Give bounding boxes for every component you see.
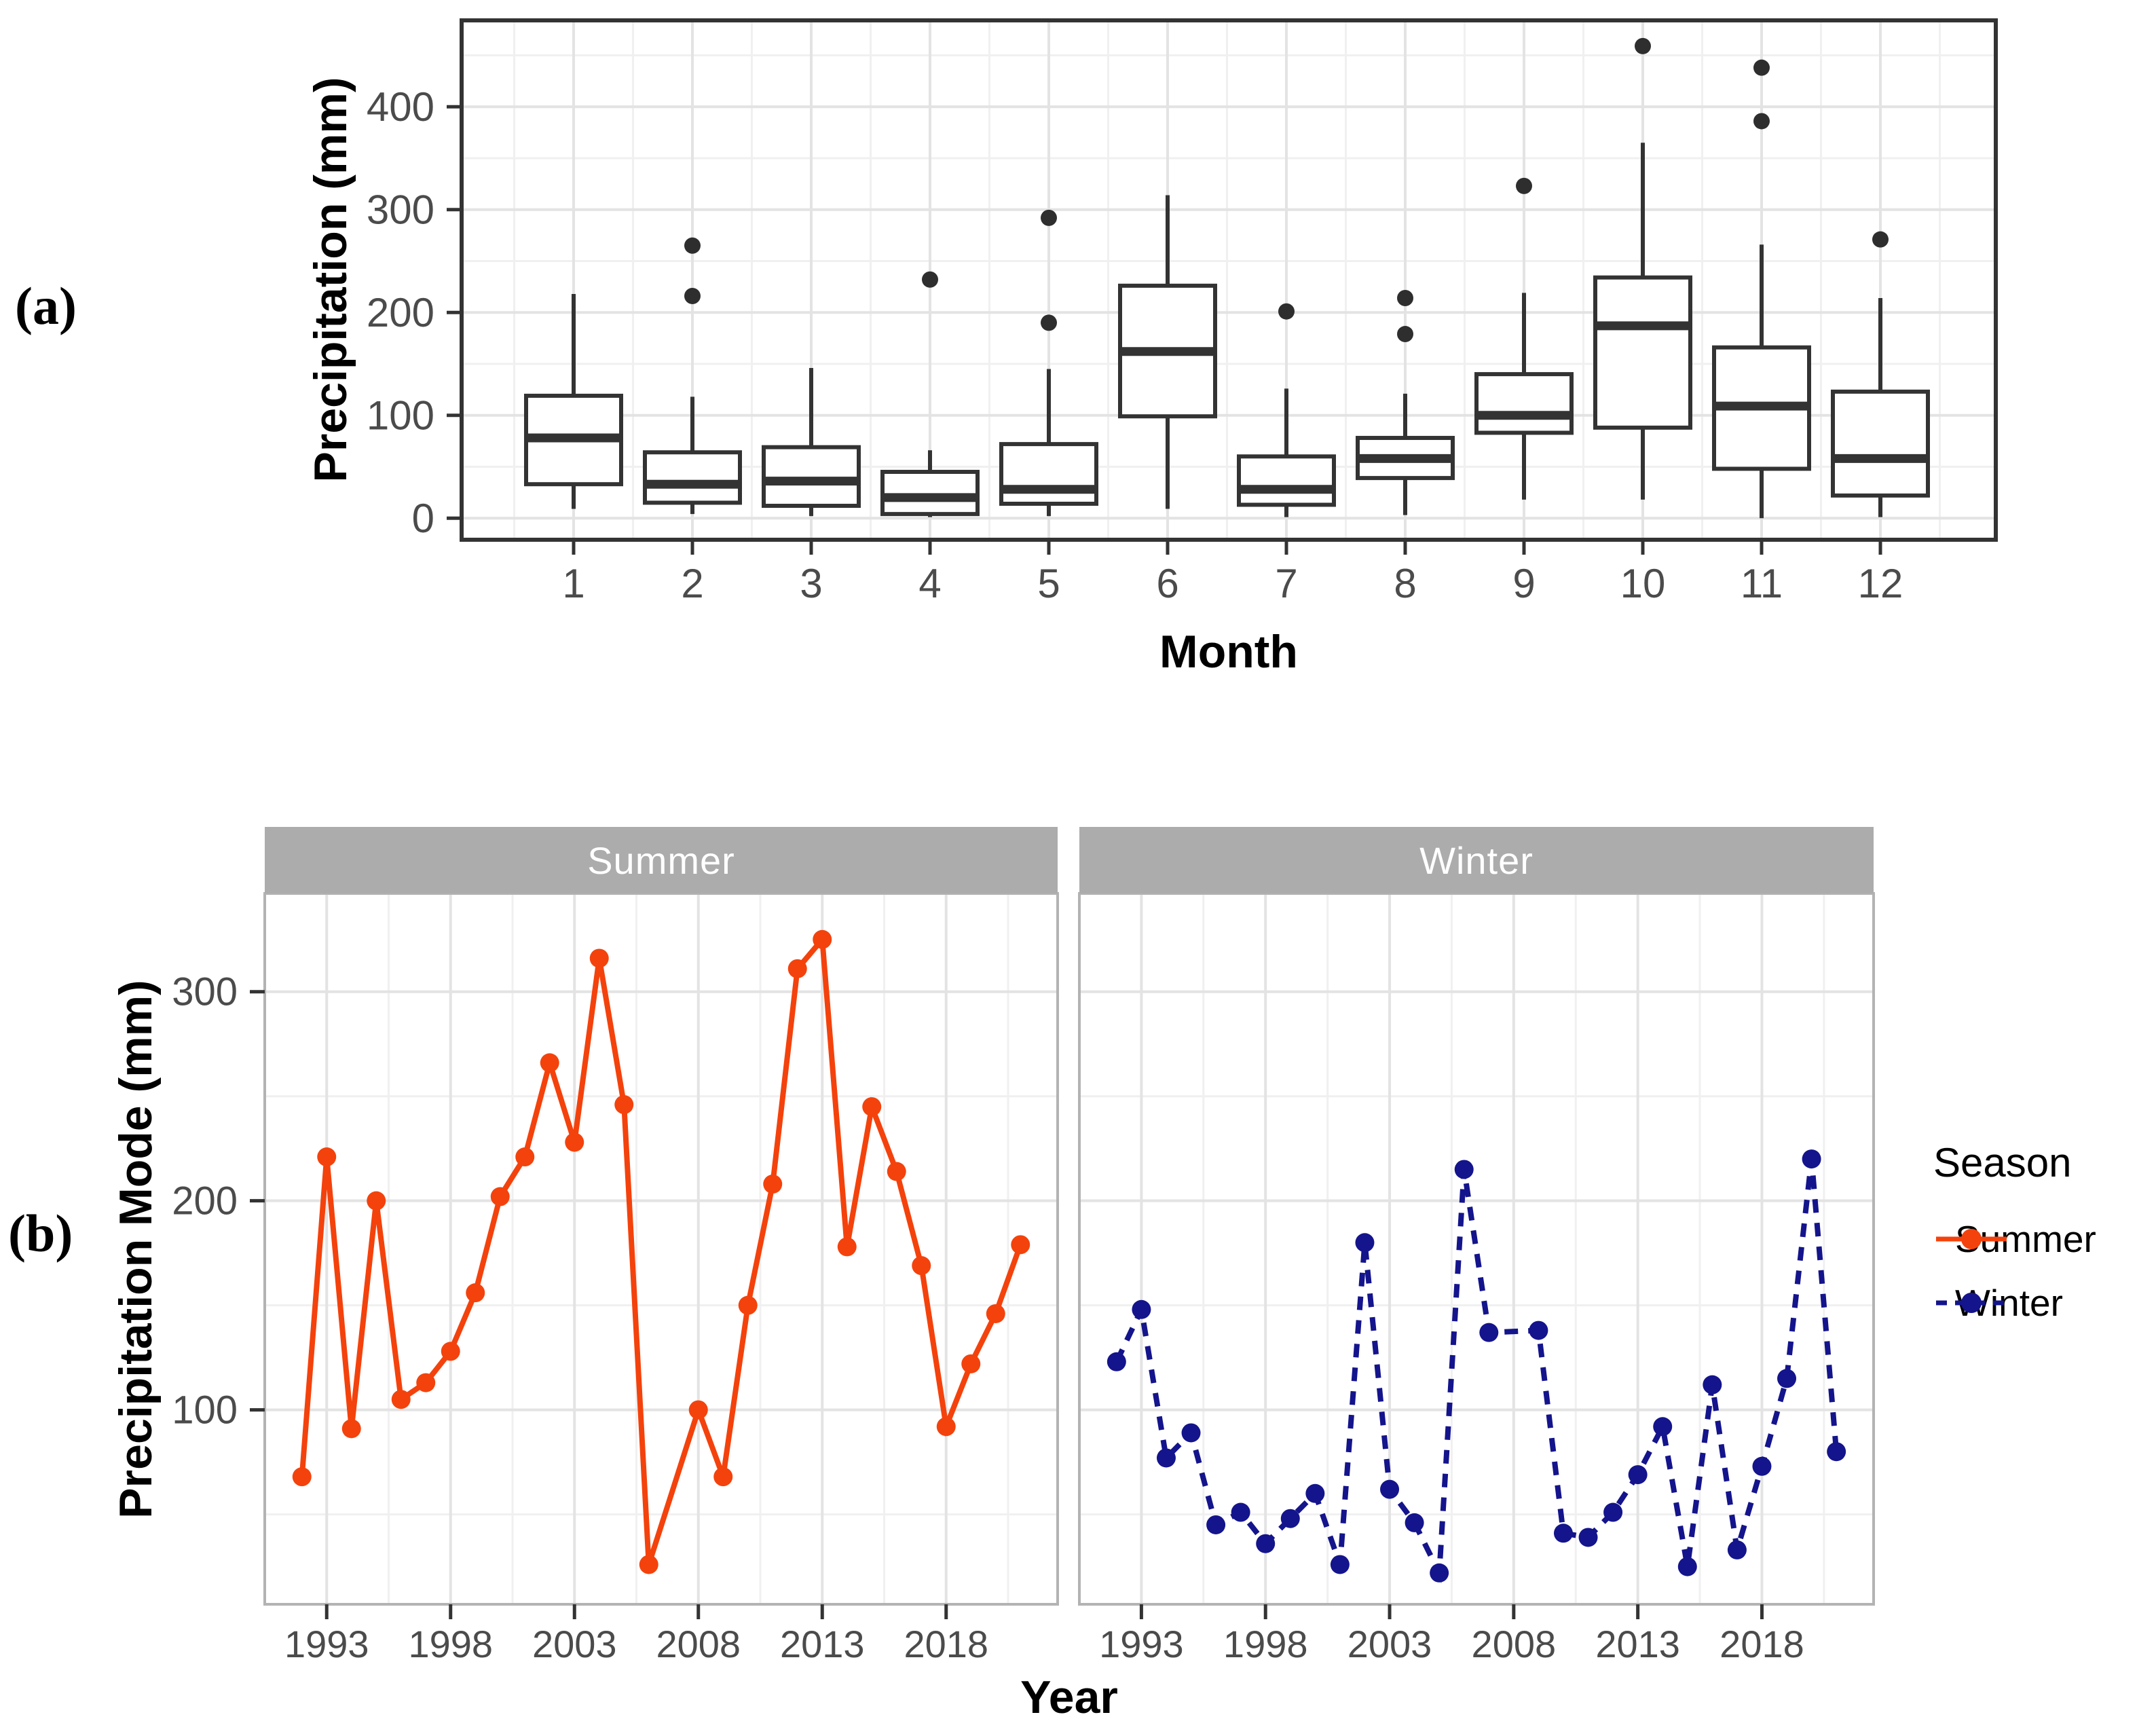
boxplot-month-2: [643, 237, 742, 515]
svg-text:1998: 1998: [1223, 1623, 1308, 1665]
boxplots: [524, 37, 1930, 519]
svg-text:2003: 2003: [532, 1623, 617, 1665]
boxplot-month-12: [1831, 231, 1930, 517]
outlier-point: [1753, 59, 1770, 76]
svg-text:9: 9: [1512, 561, 1535, 606]
outlier-point: [684, 237, 701, 254]
svg-text:10: 10: [1620, 561, 1666, 606]
panel-a-border: [460, 18, 1998, 542]
svg-text:2018: 2018: [1720, 1623, 1804, 1665]
svg-text:200: 200: [172, 1179, 238, 1223]
outlier-point: [1397, 290, 1413, 307]
panel-b-y-axis: 100 200 300: [172, 970, 265, 1433]
boxplot-month-9: [1474, 177, 1574, 500]
svg-text:3: 3: [800, 561, 822, 606]
svg-text:2013: 2013: [1595, 1623, 1680, 1665]
outlier-point: [1516, 177, 1532, 194]
facet-strip-winter: Winter: [1079, 827, 1874, 893]
summer-line-key-icon: [1936, 1229, 2007, 1249]
legend: Season Summer Winter: [1933, 1139, 2096, 1325]
legend-item-winter: Winter: [1933, 1281, 2096, 1325]
svg-text:2008: 2008: [656, 1623, 741, 1665]
outlier-point: [1041, 314, 1057, 331]
facet-strip-winter-label: Winter: [1419, 838, 1534, 882]
outlier-point: [1635, 37, 1651, 54]
legend-title: Season: [1933, 1140, 2072, 1185]
boxplot-month-10: [1593, 37, 1692, 500]
facet-panel-winter: 1993 1998 2003 2008 2013 2018: [1078, 892, 1875, 1665]
outlier-point: [1041, 209, 1057, 226]
line-chart: 1993 1998 2003 2008 2013 2018 1993 1998 2003 2008…: [172, 892, 1875, 1665]
outlier-point: [1397, 326, 1413, 343]
panel-a-x-axis-title: Month: [1159, 626, 1298, 678]
svg-text:2008: 2008: [1472, 1623, 1557, 1665]
svg-text:12: 12: [1858, 561, 1903, 606]
panel-a-label: (a): [15, 276, 77, 335]
svg-text:1: 1: [562, 561, 584, 606]
facet-panel-summer: 1993 1998 2003 2008 2013 2018: [263, 892, 1059, 1665]
svg-text:5: 5: [1037, 561, 1060, 606]
facet-strip-summer-label: Summer: [587, 838, 735, 882]
svg-text:8: 8: [1394, 561, 1416, 606]
facet-border-summer: [263, 892, 1059, 1606]
svg-text:6: 6: [1156, 561, 1178, 606]
svg-text:300: 300: [367, 187, 434, 233]
svg-text:100: 100: [172, 1388, 238, 1433]
winter-line: [1114, 1158, 1840, 1584]
summer-line: [299, 932, 1024, 1566]
summer-points: [292, 929, 1030, 1574]
boxplot-month-8: [1356, 290, 1455, 515]
panel-b-label: (b): [8, 1204, 73, 1263]
svg-text:200: 200: [367, 290, 434, 335]
svg-text:1993: 1993: [1099, 1623, 1184, 1665]
svg-text:2018: 2018: [904, 1623, 988, 1665]
panel-b-x-axis-title: Year: [1020, 1672, 1118, 1723]
boxplot-month-6: [1118, 195, 1217, 509]
svg-text:400: 400: [367, 84, 434, 130]
boxplot-month-11: [1712, 59, 1811, 519]
facet-border-winter: [1078, 892, 1875, 1606]
panel-b-y-axis-title: Precipitation Mode (mm): [110, 980, 162, 1519]
boxplot-month-1: [524, 293, 623, 509]
svg-text:7: 7: [1275, 561, 1297, 606]
svg-text:0: 0: [412, 496, 434, 541]
svg-text:1993: 1993: [284, 1623, 369, 1665]
svg-text:2: 2: [681, 561, 703, 606]
boxplot-month-3: [762, 368, 861, 517]
panel-a-y-axis-title: Precipitation (mm): [305, 77, 356, 483]
svg-text:300: 300: [172, 970, 238, 1014]
svg-text:100: 100: [367, 393, 434, 439]
svg-text:11: 11: [1741, 561, 1783, 606]
svg-text:1998: 1998: [408, 1623, 493, 1665]
winter-dashed-line-key-icon: [1936, 1293, 2007, 1313]
outlier-point: [1872, 231, 1889, 248]
boxplot-month-7: [1237, 303, 1336, 517]
outlier-point: [684, 287, 701, 304]
svg-text:2003: 2003: [1348, 1623, 1432, 1665]
facet-strip-summer: Summer: [265, 827, 1058, 893]
winter-points: [1107, 1149, 1846, 1583]
svg-text:2013: 2013: [780, 1623, 865, 1665]
outlier-point: [1278, 303, 1295, 320]
outlier-point: [922, 271, 938, 288]
svg-text:4: 4: [918, 561, 941, 606]
boxplot-month-4: [880, 271, 980, 517]
legend-item-summer: Summer: [1933, 1217, 2096, 1261]
boxplot-month-5: [999, 209, 1098, 517]
outlier-point: [1753, 113, 1770, 130]
